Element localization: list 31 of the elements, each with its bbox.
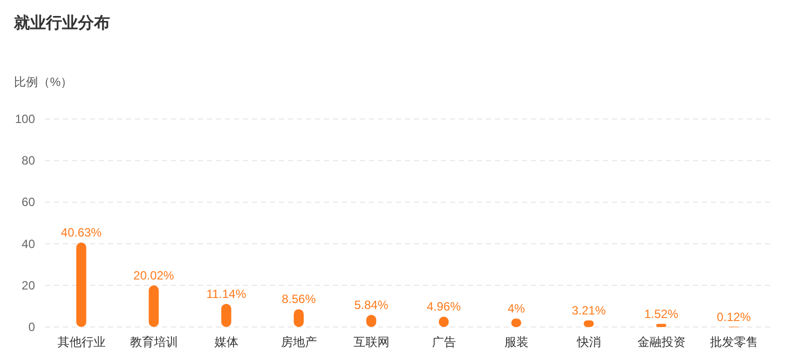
data-label: 1.52% [644,306,679,321]
y-tick-label: 20 [22,278,36,292]
bar [221,304,232,327]
x-tick-label: 媒体 [214,335,238,349]
x-tick-label: 快消 [576,335,601,349]
x-tick-label: 金融投资 [637,335,686,349]
y-tick-label: 60 [22,195,36,210]
data-label: 8.56% [282,292,316,306]
y-axis-title: 比例（%） [14,75,73,89]
chart-title: 就业行业分布 [13,14,110,32]
data-label: 4.96% [426,300,462,314]
x-tick-label: 互联网 [353,335,390,349]
x-tick-label: 服装 [504,335,528,349]
data-label: 4% [508,302,526,316]
data-label: 40.63% [60,225,102,240]
x-tick-label: 批发零售 [710,335,758,349]
data-label: 5.84% [354,298,389,312]
data-label: 20.02% [133,268,174,282]
x-tick-label: 其他行业 [57,335,106,349]
x-tick-label: 房地产 [280,335,317,349]
y-tick-label: 80 [22,154,36,168]
bar [148,285,159,327]
x-tick-label: 广告 [432,335,456,349]
data-label: 0.12% [716,310,752,324]
data-label: 3.21% [572,303,606,318]
y-tick-label: 40 [22,236,36,251]
bar [76,242,86,327]
data-label: 11.14% [206,286,246,301]
y-tick-label: 100 [14,112,36,126]
x-tick-label: 教育培训 [130,335,178,349]
y-tick-label: 0 [28,320,36,334]
